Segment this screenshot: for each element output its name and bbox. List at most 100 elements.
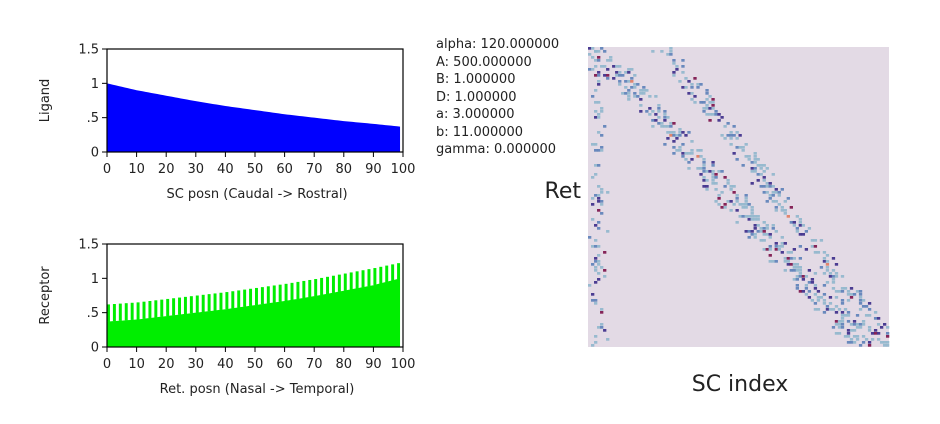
heatmap-cell: [594, 50, 598, 53]
heatmap-cell: [825, 281, 830, 284]
heatmap-cell: [798, 257, 803, 260]
heatmap-cell: [732, 134, 736, 137]
heatmap-cell: [762, 176, 766, 179]
heatmap-cell: [642, 89, 646, 92]
heatmap-cell: [858, 323, 863, 326]
heatmap-cell: [696, 155, 700, 158]
heatmap-cell: [603, 50, 607, 53]
heatmap-cell: [591, 245, 595, 248]
receptor-bar: [201, 294, 205, 312]
heatmap-cell: [594, 224, 598, 227]
heatmap-cell: [672, 122, 676, 125]
heatmap-cell: [675, 137, 679, 140]
heatmap-cell: [594, 269, 598, 272]
heatmap-cell: [702, 185, 706, 188]
receptor-bar: [391, 264, 395, 281]
heatmap-cell: [642, 86, 646, 89]
heatmap-cell: [597, 272, 601, 275]
heatmap-cell: [594, 116, 598, 119]
receptor-bar: [272, 285, 276, 303]
y-tick-label: 0: [91, 341, 99, 356]
heatmap-cell: [591, 293, 595, 296]
heatmap-cell: [882, 344, 887, 347]
heatmap-cell: [831, 275, 836, 278]
heatmap-cell: [753, 170, 757, 173]
heatmap-cell: [591, 176, 595, 179]
heatmap-cell: [774, 188, 778, 191]
heatmap-cell: [795, 287, 799, 290]
heatmap-cell: [834, 272, 839, 275]
heatmap-cell: [774, 200, 778, 203]
heatmap-cell: [786, 251, 790, 254]
heatmap-cell: [603, 65, 607, 68]
heatmap-cell: [840, 275, 845, 278]
heatmap-cell: [708, 170, 712, 173]
receptor-bar: [213, 293, 217, 311]
heatmap-cell: [594, 281, 598, 284]
heatmap-cell: [621, 92, 625, 95]
heatmap-cell: [669, 131, 673, 134]
heatmap-cell: [858, 308, 863, 311]
heatmap-cell: [594, 335, 598, 338]
y-tick-label: .5: [87, 306, 99, 321]
heatmap-cell: [804, 284, 809, 287]
heatmap-cell: [591, 68, 595, 71]
heatmap-cell: [702, 110, 706, 113]
heatmap-cell: [717, 119, 721, 122]
heatmap-cell: [834, 332, 839, 335]
heatmap-cell: [837, 323, 842, 326]
receptor-bar: [314, 279, 318, 297]
heatmap-cell: [744, 194, 748, 197]
receptor-chart: 0 .5 1 1.5 0 10 20 30 40 50 60 70 80 90 100 Ret. posn (…: [38, 238, 415, 398]
heatmap-cell: [597, 50, 601, 53]
heatmap-cell: [645, 110, 649, 113]
heatmap-cell: [804, 275, 809, 278]
heatmap-cell: [735, 197, 739, 200]
heatmap-cell: [681, 65, 685, 68]
heatmap-cell: [597, 131, 601, 134]
heatmap-cell: [765, 200, 769, 203]
heatmap-cell: [786, 197, 790, 200]
heatmap-cell: [591, 197, 595, 200]
heatmap-cell: [768, 182, 772, 185]
heatmap-cell: [597, 245, 601, 248]
heatmap-cell: [717, 203, 721, 206]
heatmap-cell: [633, 83, 637, 86]
heatmap-cell: [609, 56, 613, 59]
heatmap-cell: [813, 245, 818, 248]
heatmap-cell: [747, 158, 751, 161]
heatmap-cell: [666, 131, 670, 134]
heatmap-cell: [612, 77, 616, 80]
heatmap-cell: [780, 188, 784, 191]
heatmap-cell: [735, 200, 739, 203]
heatmap-cell: [762, 221, 766, 224]
heatmap-cell: [831, 269, 836, 272]
heatmap-cell: [732, 125, 736, 128]
heatmap-cell: [834, 323, 839, 326]
heatmap-cell: [834, 275, 839, 278]
heatmap-cell: [717, 197, 721, 200]
heatmap-cell: [780, 251, 784, 254]
heatmap-cell: [630, 77, 634, 80]
heatmap-cell: [810, 299, 815, 302]
parameter-list: alpha: 120.000000 A: 500.000000 B: 1.000…: [436, 36, 559, 159]
receptor-bar: [195, 295, 199, 313]
heatmap-cell: [768, 197, 772, 200]
heatmap-cell: [852, 323, 857, 326]
heatmap-cell: [600, 200, 604, 203]
heatmap-cell: [834, 320, 839, 323]
heatmap-cell: [855, 323, 860, 326]
heatmap-cell: [744, 200, 748, 203]
heatmap-cell: [600, 311, 604, 314]
heatmap-cell: [792, 221, 796, 224]
heatmap-cell: [705, 98, 709, 101]
ligand-area: [107, 83, 401, 152]
heatmap-cell: [597, 56, 601, 59]
heatmap-cell: [840, 314, 845, 317]
param-b: b: 11.000000: [436, 124, 524, 140]
heatmap-cell: [798, 218, 803, 221]
heatmap-cell: [822, 302, 827, 305]
heatmap-cell: [789, 206, 793, 209]
receptor-bar: [166, 298, 170, 317]
